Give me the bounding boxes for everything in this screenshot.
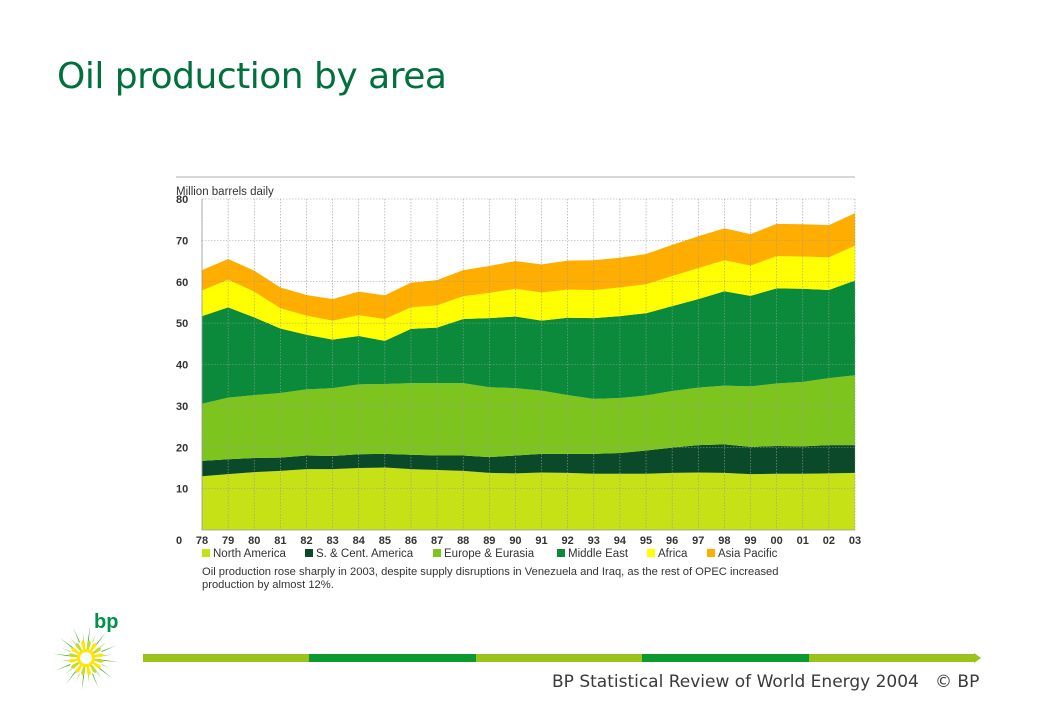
footer-bar-segment	[143, 654, 310, 662]
footer-source: BP Statistical Review of World Energy 20…	[552, 672, 919, 692]
x-tick-label: 01	[797, 535, 809, 547]
area-series-1	[202, 444, 855, 477]
x-tick-label: 78	[196, 535, 208, 547]
x-tick-label: 98	[718, 535, 730, 547]
x-tick-label: 85	[379, 535, 391, 547]
y-tick-label: 20	[176, 442, 188, 454]
x-tick-label: 83	[326, 535, 338, 547]
legend-label: Asia Pacific	[718, 548, 778, 560]
x-tick-label: 93	[588, 535, 600, 547]
area-series-4	[202, 245, 855, 341]
chart-areas	[202, 213, 855, 530]
x-tick-label: 00	[771, 535, 783, 547]
x-tick-label: 87	[431, 535, 443, 547]
legend-label: S. & Cent. America	[316, 548, 414, 560]
y-tick-label: 30	[176, 401, 188, 413]
legend-swatch	[557, 549, 565, 557]
legend-label: North America	[213, 548, 286, 560]
footer-bar	[143, 654, 976, 662]
y-tick-label: 60	[176, 277, 188, 289]
area-series-5	[202, 213, 855, 321]
legend-swatch	[707, 549, 715, 557]
footer-bar-segment	[642, 654, 809, 662]
slide-title: Oil production by area	[57, 56, 447, 97]
legend-label: Middle East	[568, 548, 629, 560]
x-tick-label: 03	[849, 535, 861, 547]
footer-copyright: © BP	[935, 672, 980, 692]
x-tick-label: 86	[405, 535, 417, 547]
x-tick-label: 84	[353, 535, 366, 547]
chart-grid	[201, 198, 856, 530]
legend-swatch	[305, 549, 313, 557]
x-tick-label: 82	[300, 535, 312, 547]
legend-label: Africa	[658, 548, 688, 560]
y-tick-label: 0	[176, 535, 182, 547]
bp-logo: bp	[53, 611, 119, 691]
helios-sun-icon	[53, 625, 119, 691]
y-axis-label: Million barrels daily	[176, 186, 274, 198]
x-tick-label: 80	[248, 535, 260, 547]
x-tick-label: 89	[483, 535, 495, 547]
area-series-0	[202, 467, 855, 530]
x-tick-label: 95	[640, 535, 652, 547]
y-tick-label: 80	[176, 194, 188, 206]
footer-arrow-icon	[974, 653, 981, 663]
x-tick-label: 92	[562, 535, 574, 547]
footer-bar-segment	[309, 654, 476, 662]
chart-legend: North America S. & Cent. America Europe & …	[202, 548, 778, 560]
x-tick-label: 96	[666, 535, 678, 547]
y-tick-label: 70	[176, 235, 188, 247]
y-tick-label: 50	[176, 318, 188, 330]
x-tick-label: 79	[222, 535, 234, 547]
x-tick-label: 02	[823, 535, 835, 547]
x-tick-label: 97	[692, 535, 704, 547]
area-series-3	[202, 280, 855, 404]
chart-note: Oil production rose sharply in 2003, des…	[202, 566, 779, 591]
area-series-2	[202, 375, 855, 461]
x-tick-label: 94	[614, 535, 627, 547]
legend-swatch	[433, 549, 441, 557]
bp-logo-text: bp	[94, 611, 118, 633]
legend-label: Europe & Eurasia	[444, 548, 535, 560]
legend-swatch	[202, 549, 210, 557]
x-tick-label: 91	[535, 535, 547, 547]
footer-bar-segment	[808, 654, 976, 662]
y-tick-label: 40	[176, 360, 188, 372]
legend-swatch	[647, 549, 655, 557]
x-tick-label: 90	[509, 535, 521, 547]
x-tick-label: 81	[274, 535, 286, 547]
y-tick-label: 10	[176, 484, 188, 496]
x-tick-label: 99	[744, 535, 756, 547]
footer-bar-segment	[475, 654, 643, 662]
x-tick-label: 88	[457, 535, 469, 547]
